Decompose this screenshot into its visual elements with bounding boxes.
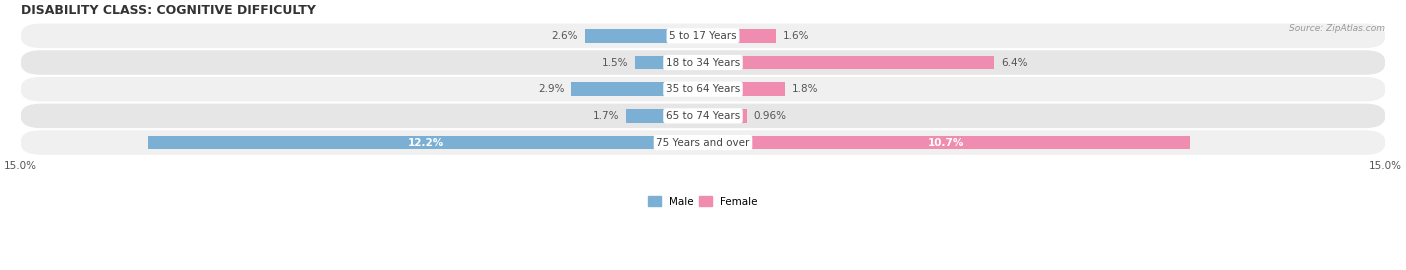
Bar <box>703 56 994 69</box>
Text: 1.7%: 1.7% <box>592 111 619 121</box>
Bar <box>634 56 703 69</box>
Text: 35 to 64 Years: 35 to 64 Years <box>666 84 740 94</box>
Text: 1.5%: 1.5% <box>602 58 628 68</box>
Bar <box>703 109 747 123</box>
Text: 5 to 17 Years: 5 to 17 Years <box>669 31 737 41</box>
Text: 12.2%: 12.2% <box>408 137 444 147</box>
Text: 6.4%: 6.4% <box>1001 58 1028 68</box>
FancyBboxPatch shape <box>21 77 1385 102</box>
Text: 0.96%: 0.96% <box>754 111 786 121</box>
Bar <box>571 82 703 96</box>
Bar <box>703 29 776 43</box>
Text: 1.6%: 1.6% <box>783 31 808 41</box>
Bar <box>585 29 703 43</box>
Text: Source: ZipAtlas.com: Source: ZipAtlas.com <box>1289 24 1385 33</box>
FancyBboxPatch shape <box>21 50 1385 75</box>
Text: 1.8%: 1.8% <box>792 84 818 94</box>
Text: 75 Years and over: 75 Years and over <box>657 137 749 147</box>
Bar <box>703 82 785 96</box>
Text: 65 to 74 Years: 65 to 74 Years <box>666 111 740 121</box>
Legend: Male, Female: Male, Female <box>644 192 762 211</box>
Bar <box>703 136 1189 150</box>
FancyBboxPatch shape <box>21 104 1385 128</box>
Text: 10.7%: 10.7% <box>928 137 965 147</box>
Text: 2.9%: 2.9% <box>537 84 564 94</box>
Text: DISABILITY CLASS: COGNITIVE DIFFICULTY: DISABILITY CLASS: COGNITIVE DIFFICULTY <box>21 4 315 17</box>
Bar <box>148 136 703 150</box>
Bar <box>626 109 703 123</box>
FancyBboxPatch shape <box>21 23 1385 48</box>
Text: 18 to 34 Years: 18 to 34 Years <box>666 58 740 68</box>
Text: 2.6%: 2.6% <box>551 31 578 41</box>
FancyBboxPatch shape <box>21 130 1385 155</box>
